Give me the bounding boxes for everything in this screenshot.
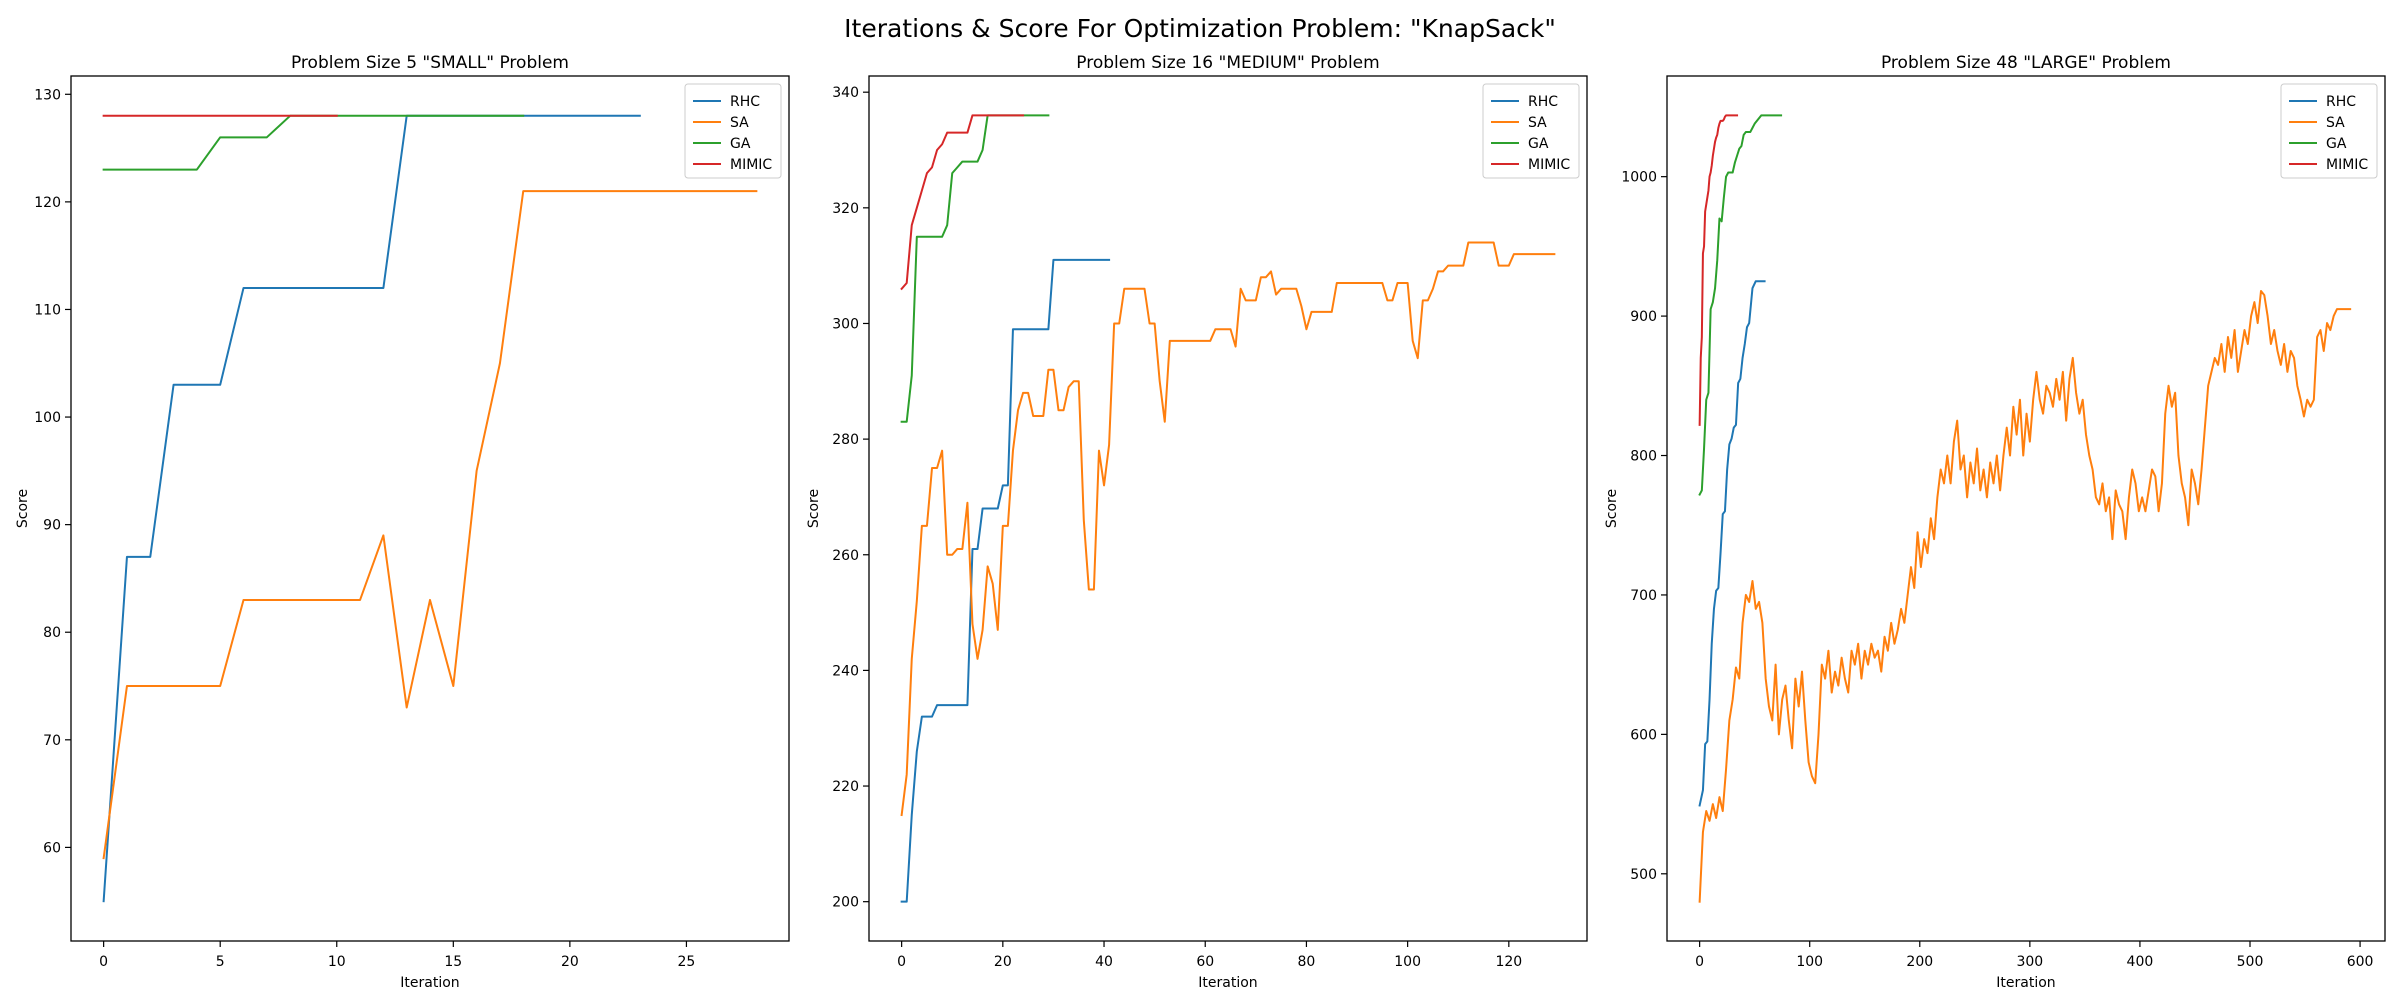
legend-label-mimic: MIMIC xyxy=(2326,157,2368,173)
x-tick-label: 15 xyxy=(444,954,462,970)
figure-title: Iterations & Score For Optimization Prob… xyxy=(844,14,1556,43)
legend-label-mimic: MIMIC xyxy=(1528,157,1570,173)
y-tick-label: 60 xyxy=(43,840,61,856)
series-line-mimic xyxy=(900,114,1025,291)
x-tick-label: 20 xyxy=(994,954,1012,970)
y-tick-label: 100 xyxy=(34,410,61,426)
y-tick-label: 320 xyxy=(832,201,859,217)
x-tick-label: 600 xyxy=(2347,954,2374,970)
legend-label-ga: GA xyxy=(1528,136,1549,152)
y-tick-label: 600 xyxy=(1630,727,1657,743)
series-line-rhc xyxy=(1698,280,1766,807)
x-axis-label: Iteration xyxy=(1198,975,1257,991)
y-axis-label: Score xyxy=(806,489,822,528)
legend-label-mimic: MIMIC xyxy=(730,157,772,173)
y-tick-label: 70 xyxy=(43,733,61,749)
x-tick-label: 25 xyxy=(678,954,696,970)
legend-box xyxy=(1482,83,1580,179)
x-tick-label: 120 xyxy=(1495,954,1522,970)
legend: RHC SA GA MIMIC xyxy=(1482,83,1580,179)
legend: RHC SA GA MIMIC xyxy=(684,83,782,179)
y-tick-label: 800 xyxy=(1630,449,1657,465)
x-tick-label: 0 xyxy=(1695,954,1704,970)
legend-box xyxy=(684,83,782,179)
legend-label-sa: SA xyxy=(2326,115,2345,131)
legend-label-rhc: RHC xyxy=(730,94,760,110)
x-tick-label: 80 xyxy=(1298,954,1316,970)
y-tick-label: 1000 xyxy=(1621,170,1657,186)
legend-label-ga: GA xyxy=(2326,136,2347,152)
x-tick-label: 0 xyxy=(897,954,906,970)
y-tick-label: 240 xyxy=(832,663,859,679)
series-line-rhc xyxy=(900,258,1111,903)
y-axis-label: Score xyxy=(15,489,31,528)
axes-frame xyxy=(70,75,790,942)
y-tick-label: 260 xyxy=(832,548,859,564)
y-tick-label: 300 xyxy=(832,316,859,332)
series-line-ga xyxy=(1698,114,1783,496)
legend-label-rhc: RHC xyxy=(2326,94,2356,110)
axes-frame xyxy=(1666,75,2386,942)
x-tick-label: 300 xyxy=(2016,954,2043,970)
x-tick-label: 100 xyxy=(1394,954,1421,970)
panel-medium: 0 20 40 60 80 100 120 200 220 240 260 280 300 320 340 P… xyxy=(806,53,1588,991)
y-tick-label: 110 xyxy=(34,302,61,318)
y-tick-label: 130 xyxy=(34,87,61,103)
x-tick-label: 20 xyxy=(561,954,579,970)
x-axis-label: Iteration xyxy=(1996,975,2055,991)
x-tick-label: 0 xyxy=(99,954,108,970)
plot-area xyxy=(869,76,1587,941)
chart-title: Problem Size 5 "SMALL" Problem xyxy=(291,53,569,73)
y-tick-label: 90 xyxy=(43,518,61,534)
chart-title: Problem Size 48 "LARGE" Problem xyxy=(1881,53,2171,73)
legend-box xyxy=(2280,83,2378,179)
x-tick-label: 100 xyxy=(1796,954,1823,970)
x-tick-label: 40 xyxy=(1095,954,1113,970)
x-tick-label: 500 xyxy=(2237,954,2264,970)
plot-area xyxy=(71,76,789,941)
x-tick-label: 60 xyxy=(1196,954,1214,970)
legend-label-ga: GA xyxy=(730,136,751,152)
legend: RHC SA GA MIMIC xyxy=(2280,83,2378,179)
x-tick-label: 400 xyxy=(2127,954,2154,970)
x-axis-label: Iteration xyxy=(400,975,459,991)
y-tick-label: 80 xyxy=(43,625,61,641)
axes-frame xyxy=(868,75,1588,942)
series-line-rhc xyxy=(102,114,641,903)
y-tick-label: 500 xyxy=(1630,867,1657,883)
y-tick-label: 280 xyxy=(832,432,859,448)
y-axis-label: Score xyxy=(1604,489,1620,528)
y-tick-label: 900 xyxy=(1630,309,1657,325)
legend-label-sa: SA xyxy=(1528,115,1547,131)
series-line-mimic xyxy=(1698,114,1739,426)
legend-label-sa: SA xyxy=(730,115,749,131)
panel-large: 0 100 200 300 400 500 600 500 600 700 800 900 1000 Pr… xyxy=(1604,53,2386,991)
panel-small: 0 5 10 15 20 25 60 70 80 90 100 110 120 130 Problem Si… xyxy=(15,53,790,991)
x-tick-label: 200 xyxy=(1906,954,1933,970)
y-tick-label: 200 xyxy=(832,895,859,911)
legend-label-rhc: RHC xyxy=(1528,94,1558,110)
x-tick-label: 10 xyxy=(328,954,346,970)
series-line-sa xyxy=(900,241,1556,817)
y-tick-label: 220 xyxy=(832,779,859,795)
series-line-sa xyxy=(1698,290,2352,903)
plot-area xyxy=(1667,76,2385,941)
x-tick-label: 5 xyxy=(216,954,225,970)
series-line-sa xyxy=(102,190,758,860)
chart-title: Problem Size 16 "MEDIUM" Problem xyxy=(1076,53,1379,73)
y-tick-label: 120 xyxy=(34,195,61,211)
y-tick-label: 340 xyxy=(832,85,859,101)
y-tick-label: 700 xyxy=(1630,588,1657,604)
